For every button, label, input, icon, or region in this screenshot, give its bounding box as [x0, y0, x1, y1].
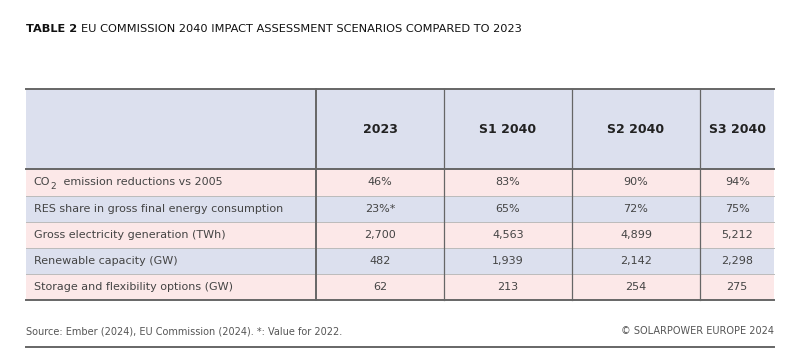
Text: 23%*: 23%*	[365, 204, 395, 214]
Bar	[26, 195, 774, 222]
Text: RES share in gross final energy consumption: RES share in gross final energy consumpt…	[34, 204, 283, 214]
Text: 482: 482	[370, 256, 390, 266]
Bar	[26, 169, 774, 195]
Text: 75%: 75%	[725, 204, 750, 214]
Text: 2: 2	[50, 182, 56, 191]
Text: 2,298: 2,298	[722, 256, 754, 266]
Text: 2,700: 2,700	[364, 230, 396, 240]
Bar	[26, 274, 774, 300]
Text: 5,212: 5,212	[722, 230, 753, 240]
Text: 72%: 72%	[623, 204, 649, 214]
Text: 4,899: 4,899	[620, 230, 652, 240]
Text: 2023: 2023	[362, 123, 398, 136]
Text: S2 2040: S2 2040	[607, 123, 665, 136]
Text: 2,142: 2,142	[620, 256, 652, 266]
Text: 275: 275	[726, 282, 748, 292]
Text: EU COMMISSION 2040 IMPACT ASSESSMENT SCENARIOS COMPARED TO 2023: EU COMMISSION 2040 IMPACT ASSESSMENT SCE…	[81, 24, 522, 33]
Text: S1 2040: S1 2040	[479, 123, 537, 136]
Text: emission reductions vs 2005: emission reductions vs 2005	[60, 178, 222, 187]
Bar	[26, 248, 774, 274]
Text: TABLE 2: TABLE 2	[26, 24, 81, 33]
Text: 94%: 94%	[725, 178, 750, 187]
Text: 1,939: 1,939	[492, 256, 524, 266]
Text: 254: 254	[626, 282, 646, 292]
Text: Source: Ember (2024), EU Commission (2024). *: Value for 2022.: Source: Ember (2024), EU Commission (202…	[26, 326, 342, 336]
Text: © SOLARPOWER EUROPE 2024: © SOLARPOWER EUROPE 2024	[622, 326, 774, 336]
Text: Renewable capacity (GW): Renewable capacity (GW)	[34, 256, 178, 266]
Text: 90%: 90%	[624, 178, 648, 187]
Text: 213: 213	[498, 282, 518, 292]
Text: Storage and flexibility options (GW): Storage and flexibility options (GW)	[34, 282, 233, 292]
Bar	[26, 89, 774, 169]
Text: 4,563: 4,563	[492, 230, 524, 240]
Text: 65%: 65%	[496, 204, 520, 214]
Text: Gross electricity generation (TWh): Gross electricity generation (TWh)	[34, 230, 226, 240]
Text: 83%: 83%	[496, 178, 520, 187]
Text: S3 2040: S3 2040	[709, 123, 766, 136]
Bar	[26, 222, 774, 248]
Text: CO: CO	[34, 178, 50, 187]
Text: 62: 62	[373, 282, 387, 292]
Text: 46%: 46%	[368, 178, 392, 187]
